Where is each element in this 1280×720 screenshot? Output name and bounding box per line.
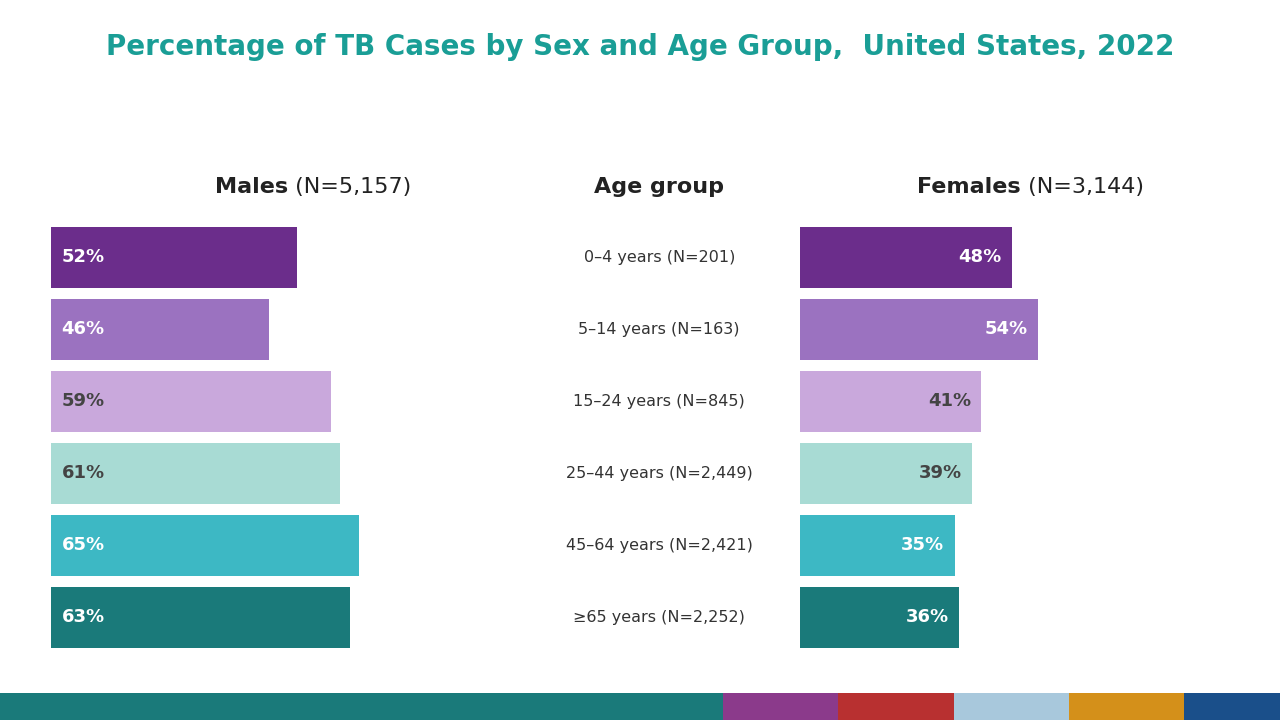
Bar	[51, 371, 330, 432]
Text: 65%: 65%	[61, 536, 105, 554]
Text: Males: Males	[215, 177, 288, 197]
Text: 15–24 years (N=845): 15–24 years (N=845)	[573, 394, 745, 409]
Bar	[954, 693, 1069, 720]
Bar	[800, 227, 1012, 288]
Text: 41%: 41%	[928, 392, 970, 410]
Text: ≥65 years (N=2,252): ≥65 years (N=2,252)	[573, 610, 745, 625]
Bar	[1069, 693, 1184, 720]
Text: Age group: Age group	[594, 177, 724, 197]
Text: 63%: 63%	[61, 608, 105, 626]
Bar	[0, 693, 723, 720]
Bar	[51, 515, 358, 576]
Bar	[51, 587, 349, 648]
Text: 52%: 52%	[61, 248, 105, 266]
Text: 46%: 46%	[61, 320, 105, 338]
Bar	[800, 443, 973, 504]
Bar	[800, 515, 955, 576]
Bar	[723, 693, 838, 720]
Text: 54%: 54%	[986, 320, 1028, 338]
Bar	[838, 693, 954, 720]
Text: 35%: 35%	[901, 536, 945, 554]
Text: 0–4 years (N=201): 0–4 years (N=201)	[584, 250, 735, 265]
Bar	[800, 371, 980, 432]
Text: 59%: 59%	[61, 392, 105, 410]
Bar	[51, 227, 297, 288]
Bar	[1184, 693, 1280, 720]
Text: 61%: 61%	[61, 464, 105, 482]
Text: (N=3,144): (N=3,144)	[1021, 177, 1144, 197]
Bar	[51, 299, 269, 360]
Text: Percentage of TB Cases by Sex and Age Group,  United States, 2022: Percentage of TB Cases by Sex and Age Gr…	[106, 33, 1174, 60]
Bar	[800, 299, 1038, 360]
Text: (N=5,157): (N=5,157)	[288, 177, 411, 197]
Text: 36%: 36%	[906, 608, 948, 626]
Text: Females: Females	[918, 177, 1021, 197]
Text: 45–64 years (N=2,421): 45–64 years (N=2,421)	[566, 538, 753, 553]
Text: 25–44 years (N=2,449): 25–44 years (N=2,449)	[566, 466, 753, 481]
Text: 39%: 39%	[919, 464, 963, 482]
Text: 5–14 years (N=163): 5–14 years (N=163)	[579, 322, 740, 337]
Bar	[51, 443, 340, 504]
Text: 48%: 48%	[959, 248, 1002, 266]
Bar	[800, 587, 959, 648]
